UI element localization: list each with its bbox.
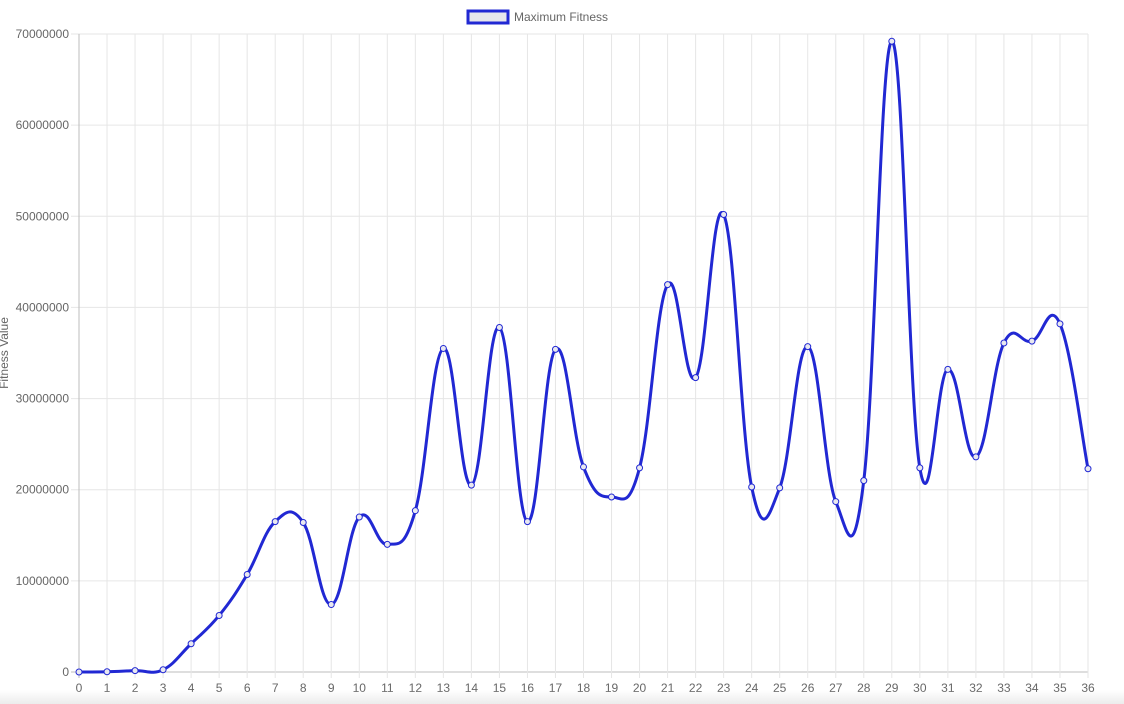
data-point[interactable] xyxy=(916,464,924,472)
y-tick-label: 10000000 xyxy=(16,574,70,588)
data-point[interactable] xyxy=(439,344,447,352)
y-axis-title: Fitness Value xyxy=(0,317,11,389)
x-tick-label: 7 xyxy=(272,681,279,695)
data-point[interactable] xyxy=(243,570,251,578)
data-point[interactable] xyxy=(1056,320,1064,328)
data-point[interactable] xyxy=(776,484,784,492)
data-point[interactable] xyxy=(131,667,139,675)
data-point[interactable] xyxy=(159,666,167,674)
grid-lines xyxy=(71,33,1089,678)
series-line-maximum-fitness xyxy=(78,39,1090,674)
data-point[interactable] xyxy=(1028,337,1036,345)
x-tick-label: 8 xyxy=(300,681,307,695)
data-point[interactable] xyxy=(608,493,616,501)
data-point[interactable] xyxy=(664,281,672,289)
data-point[interactable] xyxy=(187,640,195,648)
data-point[interactable] xyxy=(327,601,335,609)
legend-label[interactable]: Maximum Fitness xyxy=(514,10,608,24)
data-point[interactable] xyxy=(355,513,363,521)
data-point[interactable] xyxy=(75,668,83,676)
x-tick-label: 6 xyxy=(244,681,251,695)
data-point[interactable] xyxy=(720,210,728,218)
data-point[interactable] xyxy=(1000,339,1008,347)
data-point[interactable] xyxy=(551,345,559,353)
x-tick-label: 3 xyxy=(160,681,167,695)
data-point[interactable] xyxy=(299,519,307,527)
data-point[interactable] xyxy=(467,481,475,489)
data-point[interactable] xyxy=(860,477,868,485)
y-tick-label: 20000000 xyxy=(16,483,70,497)
data-point[interactable] xyxy=(944,365,952,373)
data-point[interactable] xyxy=(692,374,700,382)
x-tick-label: 0 xyxy=(76,681,83,695)
data-points xyxy=(75,37,1092,676)
data-point[interactable] xyxy=(888,37,896,45)
data-point[interactable] xyxy=(411,507,419,515)
x-tick-label: 2 xyxy=(132,681,139,695)
y-tick-label: 40000000 xyxy=(16,300,70,314)
data-point[interactable] xyxy=(215,611,223,619)
data-point[interactable] xyxy=(495,323,503,331)
data-point[interactable] xyxy=(636,464,644,472)
y-axis-ticks: 0 10000000 20000000 30000000 40000000 5000000… xyxy=(16,27,70,679)
legend[interactable]: Maximum Fitness xyxy=(466,9,608,25)
data-point[interactable] xyxy=(383,540,391,548)
x-tick-label: 5 xyxy=(216,681,223,695)
y-tick-label: 60000000 xyxy=(16,118,70,132)
y-tick-label: 30000000 xyxy=(16,392,70,406)
legend-swatch[interactable] xyxy=(466,9,510,25)
x-tick-label: 9 xyxy=(328,681,335,695)
data-point[interactable] xyxy=(103,668,111,676)
y-tick-label: 0 xyxy=(62,665,69,679)
bottom-edge-shadow xyxy=(0,690,1124,704)
data-point[interactable] xyxy=(580,463,587,471)
data-point[interactable] xyxy=(271,518,279,526)
x-tick-label: 1 xyxy=(104,681,111,695)
data-point[interactable] xyxy=(523,518,531,526)
data-point[interactable] xyxy=(972,453,980,461)
data-point[interactable] xyxy=(1084,465,1092,473)
data-point[interactable] xyxy=(804,343,812,351)
x-tick-label: 4 xyxy=(188,681,195,695)
data-point[interactable] xyxy=(748,483,756,491)
data-point[interactable] xyxy=(832,498,840,506)
y-tick-label: 70000000 xyxy=(16,27,70,41)
y-tick-label: 50000000 xyxy=(16,209,70,223)
